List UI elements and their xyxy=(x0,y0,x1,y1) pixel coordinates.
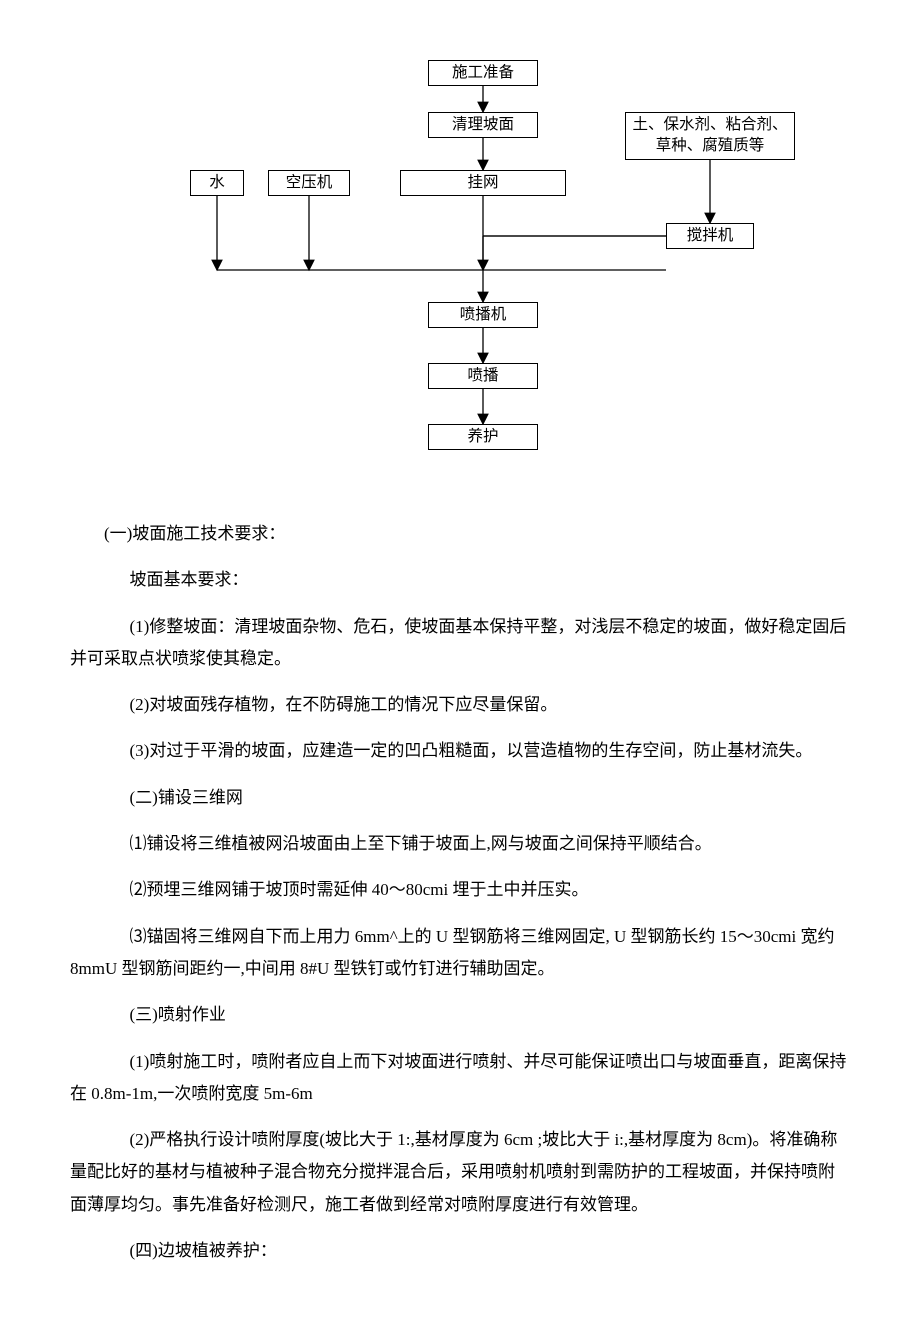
section-3-title: (三)喷射作业 xyxy=(70,999,850,1031)
flowchart-node: 搅拌机 xyxy=(666,223,754,249)
section-1-title: (一)坡面施工技术要求： xyxy=(70,518,850,550)
section-1-para-2: (2)对坡面残存植物，在不防碍施工的情况下应尽量保留。 xyxy=(70,689,850,721)
flowchart-node: 喷播 xyxy=(428,363,538,389)
section-2-para-2: ⑵预埋三维网铺于坡顶时需延伸 40〜80cmi 埋于土中并压实。 xyxy=(70,874,850,906)
flowchart-node: 土、保水剂、粘合剂、草种、腐殖质等 xyxy=(625,112,795,160)
section-2-title: (二)铺设三维网 xyxy=(70,782,850,814)
process-flowchart: 施工准备清理坡面 土、保水剂、粘合剂、草种、腐殖质等水空压机 挂网搅拌机喷播机喷播养… xyxy=(70,60,850,490)
flowchart-node: 喷播机 xyxy=(428,302,538,328)
flowchart-node: 水 xyxy=(190,170,244,196)
section-1-subtitle: 坡面基本要求： xyxy=(70,564,850,596)
flowchart-node: 清理坡面 xyxy=(428,112,538,138)
section-1-para-3: (3)对过于平滑的坡面，应建造一定的凹凸粗糙面，以营造植物的生存空间，防止基材流… xyxy=(70,735,850,767)
section-2-para-3: ⑶锚固将三维网自下而上用力 6mm^上的 U 型钢筋将三维网固定, U 型钢筋长… xyxy=(70,921,850,986)
section-2-para-1: ⑴铺设将三维植被网沿坡面由上至下铺于坡面上,网与坡面之间保持平顺结合。 xyxy=(70,828,850,860)
section-3-para-1: (1)喷射施工时，喷附者应自上而下对坡面进行喷射、并尽可能保证喷出口与坡面垂直，… xyxy=(70,1046,850,1111)
flowchart-node: 空压机 xyxy=(268,170,350,196)
section-3-para-2: (2)严格执行设计喷附厚度(坡比大于 1:,基材厚度为 6cm ;坡比大于 i:… xyxy=(70,1124,850,1221)
flowchart-node: 养护 xyxy=(428,424,538,450)
flowchart-node: 挂网 xyxy=(400,170,566,196)
flowchart-node: 施工准备 xyxy=(428,60,538,86)
section-4-title: (四)边坡植被养护： xyxy=(70,1235,850,1267)
section-1-para-1: (1)修整坡面：清理坡面杂物、危石，使坡面基本保持平整，对浅层不稳定的坡面，做好… xyxy=(70,611,850,676)
